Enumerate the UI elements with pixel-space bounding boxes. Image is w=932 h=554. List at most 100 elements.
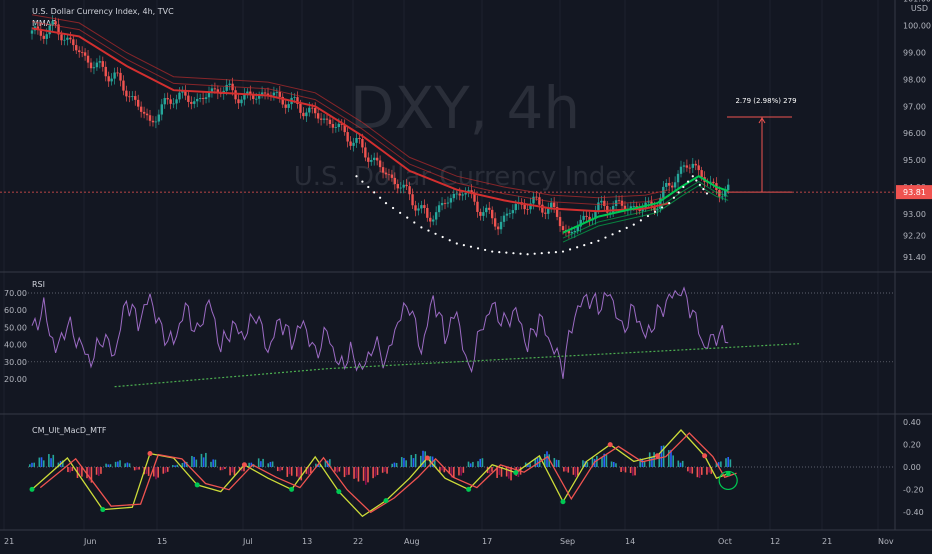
arc-dot: [498, 250, 501, 254]
candle-body: [638, 209, 641, 211]
macd-cross-dot: [513, 470, 519, 476]
macd-bar: [543, 454, 546, 467]
candle-body: [128, 96, 131, 98]
macd-signal-line: [39, 432, 737, 514]
macd-label: CM_Ult_MacD_MTF: [32, 426, 107, 435]
candle-body: [603, 200, 606, 206]
candle-body: [263, 92, 267, 94]
candle-body: [367, 157, 370, 162]
candle-body: [623, 205, 627, 210]
candle-body: [352, 142, 355, 146]
arc-dot: [661, 206, 664, 209]
candle-body: [659, 197, 662, 210]
candle-body: [260, 92, 264, 95]
candle-body: [355, 137, 358, 143]
macd-bar: [414, 454, 417, 467]
arc-dot: [373, 191, 376, 194]
macd-bar: [620, 467, 622, 473]
macd-bar: [71, 467, 74, 471]
candle-body: [396, 184, 399, 189]
candle-body: [408, 186, 411, 195]
candle-body: [721, 196, 724, 198]
macd-bar: [462, 467, 465, 473]
candle-body: [198, 98, 202, 99]
candle-body: [331, 124, 335, 128]
candle-body: [163, 98, 166, 105]
time-tick-label: 22: [353, 537, 363, 546]
macd-bar: [343, 467, 346, 478]
candle-body: [440, 202, 444, 206]
macd-bar: [300, 467, 303, 481]
macd-bar: [33, 462, 35, 467]
candle-body: [169, 99, 172, 104]
candle-body: [328, 119, 332, 125]
candle-body: [458, 193, 461, 196]
candle-body: [482, 212, 485, 216]
candle-body: [479, 211, 482, 216]
candle-body: [166, 98, 169, 100]
arc-dot: [367, 185, 370, 189]
candle-body: [697, 165, 700, 171]
macd-bar: [453, 467, 455, 478]
candle-body: [39, 29, 43, 36]
macd-bar: [679, 462, 682, 467]
candle-body: [611, 206, 615, 213]
macd-bar: [229, 467, 231, 476]
macd-bar: [651, 457, 653, 467]
candle-body: [137, 99, 140, 107]
candle-body: [443, 202, 447, 204]
macd-bar: [271, 461, 274, 467]
macd-bar: [677, 460, 680, 467]
macd-tick-label: 0.00: [903, 463, 921, 472]
macd-bar: [95, 467, 98, 475]
candle-body: [125, 90, 128, 97]
candle-body: [110, 78, 113, 82]
measure-label: 2.79 (2.98%) 279: [735, 97, 796, 105]
ma-red-line: [31, 21, 670, 206]
measure-arrow: [758, 117, 766, 124]
macd-bar: [572, 467, 575, 475]
candle-body: [98, 61, 102, 63]
price-tick-label: 92.20: [903, 231, 926, 240]
candle-body: [508, 213, 512, 215]
candle-body: [364, 147, 367, 158]
candle-body: [201, 98, 205, 99]
arc-dot: [668, 202, 671, 205]
candle-body: [66, 37, 69, 40]
candle-body: [116, 72, 119, 74]
macd-cross-dot: [466, 486, 472, 492]
price-tick-label: 98.00: [903, 75, 926, 84]
macd-bar: [164, 467, 167, 473]
macd-bar: [124, 463, 126, 467]
candle-body: [668, 183, 671, 186]
rsi-tick-label: 50.00: [4, 323, 27, 332]
macd-bar: [496, 467, 498, 478]
macd-bar: [250, 462, 253, 467]
arc-dot: [519, 252, 522, 255]
candle-body: [122, 80, 125, 91]
candle-body: [142, 111, 146, 114]
macd-bar: [138, 467, 140, 470]
arc-dot: [505, 251, 508, 254]
macd-bar: [448, 467, 451, 474]
macd-bar: [279, 467, 281, 472]
candle-body: [576, 226, 579, 231]
candle-body: [582, 215, 585, 220]
macd-bar: [603, 453, 606, 467]
candle-body: [432, 219, 435, 222]
candle-body: [691, 163, 694, 168]
arc-dot: [691, 175, 694, 178]
candle-body: [181, 90, 184, 93]
macd-bar: [214, 459, 217, 467]
time-tick-label: 15: [157, 537, 167, 546]
macd-bar: [157, 467, 159, 478]
macd-cross-dot: [194, 482, 200, 488]
candle-body: [426, 207, 429, 218]
macd-bar: [605, 454, 608, 467]
candle-body: [662, 186, 665, 198]
candle-body: [266, 93, 270, 96]
candle-body: [78, 50, 81, 53]
candle-body: [42, 35, 45, 39]
candle-body: [402, 184, 405, 188]
